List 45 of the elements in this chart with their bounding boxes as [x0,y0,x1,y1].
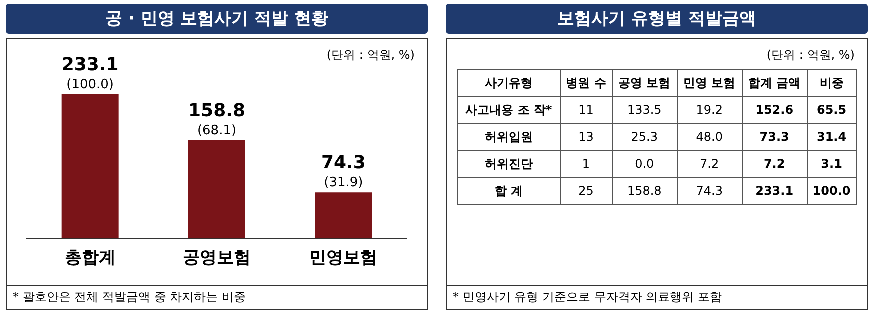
x-tick-label: 병원 수 [560,70,612,96]
chart-title: 보험사기 유형별 적발금액 [446,4,868,34]
data-label: 74.3 [321,152,366,174]
data-label: 7.2 [742,150,808,178]
data-label: 73.3 [742,124,808,150]
x-tick-label: 공영보험 [183,248,251,268]
data-label: 233.1 [62,54,119,76]
x-tick-label: 민영보험 [310,248,378,268]
data-label: 48.0 [677,124,742,150]
x-tick-label: 총합계 [64,248,116,268]
data-label: 25.3 [612,124,678,150]
x-tick-label: 합계 금액 [742,70,808,96]
text: (단위 : 억원, %) [766,47,855,64]
y-axis-title: 사기유형 [458,70,560,96]
x-tick-label: 공영 보험 [612,70,678,96]
annotation: (68.1) [197,123,237,138]
data-label: 19.2 [677,96,742,124]
annotation: (100.0) [66,77,114,92]
y-tick-label: 사고내용 조 작* [458,96,560,124]
annotation: (31.9) [324,176,364,191]
data-label: 25 [560,178,612,204]
data-label: 158.8 [188,100,246,122]
data-label: 152.6 [742,96,808,124]
data-label: 7.2 [677,150,742,178]
chart-title: 공 · 민영 보험사기 적발 현황 [6,4,428,34]
text: (단위 : 억원, %) [326,47,415,64]
data-label: 1 [560,150,612,178]
data-label: 13 [560,124,612,150]
data-label: 133.5 [612,96,678,124]
y-tick-label: 허위진단 [458,150,560,178]
data-label: 233.1 [742,178,808,204]
data-label: 158.8 [612,178,678,204]
x-tick-label: 비중 [807,70,856,96]
data-label: 74.3 [677,178,742,204]
x-tick-label: 민영 보험 [677,70,742,96]
data-label: 100.0 [807,178,856,204]
y-tick-label: 합 계 [458,178,560,204]
text: * 괄호안은 전체 적발금액 중 차지하는 비중 [7,285,427,309]
data-label: 31.4 [807,124,856,150]
data-label: 11 [560,96,612,124]
data-label: 0.0 [612,150,678,178]
text: * 민영사기 유형 기준으로 무자격자 의료행위 포함 [447,285,867,309]
y-tick-label: 허위입원 [458,124,560,150]
data-label: 3.1 [807,150,856,178]
data-label: 65.5 [807,96,856,124]
